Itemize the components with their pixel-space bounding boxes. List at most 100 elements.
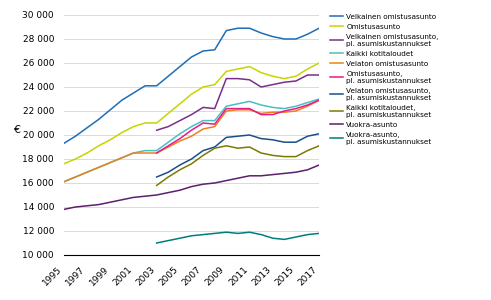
Vuokra-asunto,
pl. asumiskustannukset <box>200 233 206 236</box>
Line: Kaikki kotitaloudet: Kaikki kotitaloudet <box>64 99 319 182</box>
Velkainen omistusasunto <box>119 98 125 102</box>
Velkainen omistusasunto <box>131 91 136 95</box>
Vuokra-asunto <box>235 176 241 180</box>
Velkainen omistusasunto <box>200 49 206 53</box>
Velkainen omistusasunto <box>142 84 148 88</box>
Kaikki kotitaloudet <box>131 151 136 155</box>
Kaikki kotitaloudet,
pl. asumiskustannukset <box>293 155 299 158</box>
Vuokra-asunto,
pl. asumiskustannukset <box>177 236 183 240</box>
Kaikki kotitaloudet,
pl. asumiskustannukset <box>212 146 218 150</box>
Velaton omistusasunto <box>270 110 275 114</box>
Line: Velkainen omistusasunto: Velkainen omistusasunto <box>64 28 319 143</box>
Velaton omistusasunto <box>235 108 241 112</box>
Velkainen omistusasunto <box>177 65 183 68</box>
Omistusasunto <box>281 77 287 80</box>
Velkainen omistusasunto <box>73 134 79 138</box>
Velkainen omistusasunto,
pl. asumiskustannukset <box>165 125 171 128</box>
Vuokra-asunto,
pl. asumiskustannukset <box>316 232 322 235</box>
Velaton omistusasunto <box>96 166 102 169</box>
Kaikki kotitaloudet,
pl. asumiskustannukset <box>200 154 206 157</box>
Kaikki kotitaloudet <box>177 132 183 136</box>
Omistusasunto,
pl. asumiskustannukset <box>154 151 160 155</box>
Kaikki kotitaloudet <box>270 106 275 109</box>
Velaton omistusasunto <box>131 151 136 155</box>
Velkainen omistusasunto <box>212 48 218 52</box>
Omistusasunto <box>119 131 125 134</box>
Velaton omistusasunto <box>108 161 113 164</box>
Kaikki kotitaloudet <box>293 104 299 108</box>
Omistusasunto,
pl. asumiskustannukset <box>270 113 275 116</box>
Omistusasunto <box>270 74 275 78</box>
Kaikki kotitaloudet <box>189 125 194 128</box>
Velaton omistusasunto <box>293 109 299 113</box>
Kaikki kotitaloudet,
pl. asumiskustannukset <box>165 175 171 179</box>
Kaikki kotitaloudet,
pl. asumiskustannukset <box>270 154 275 157</box>
Velaton omistusasunto,
pl. asumiskustannukset <box>165 170 171 174</box>
Velaton omistusasunto <box>73 175 79 179</box>
Vuokra-asunto,
pl. asumiskustannukset <box>293 235 299 239</box>
Vuokra-asunto <box>200 182 206 186</box>
Velaton omistusasunto <box>246 108 252 112</box>
Velaton omistusasunto <box>200 127 206 131</box>
Vuokra-asunto <box>142 194 148 198</box>
Velaton omistusasunto <box>212 125 218 128</box>
Velkainen omistusasunto,
pl. asumiskustannukset <box>212 107 218 110</box>
Velaton omistusasunto <box>189 134 194 138</box>
Kaikki kotitaloudet,
pl. asumiskustannukset <box>177 168 183 172</box>
Omistusasunto <box>304 67 310 71</box>
Line: Vuokra-asunto: Vuokra-asunto <box>64 165 319 209</box>
Omistusasunto <box>189 92 194 96</box>
Velkainen omistusasunto <box>281 37 287 41</box>
Legend: Velkainen omistusasunto, Omistusasunto, Velkainen omistusasunto,
pl. asumiskusta: Velkainen omistusasunto, Omistusasunto, … <box>330 14 438 145</box>
Vuokra-asunto,
pl. asumiskustannukset <box>270 236 275 240</box>
Omistusasunto <box>61 162 67 166</box>
Velkainen omistusasunto <box>189 55 194 59</box>
Vuokra-asunto,
pl. asumiskustannukset <box>154 241 160 245</box>
Kaikki kotitaloudet <box>200 119 206 122</box>
Kaikki kotitaloudet <box>235 102 241 106</box>
Kaikki kotitaloudet,
pl. asumiskustannukset <box>235 146 241 150</box>
Kaikki kotitaloudet <box>223 104 229 108</box>
Vuokra-asunto <box>165 191 171 194</box>
Kaikki kotitaloudet,
pl. asumiskustannukset <box>281 155 287 158</box>
Vuokra-asunto <box>131 196 136 199</box>
Kaikki kotitaloudet,
pl. asumiskustannukset <box>154 184 160 187</box>
Line: Omistusasunto: Omistusasunto <box>64 63 319 164</box>
Omistusasunto,
pl. asumiskustannukset <box>246 107 252 110</box>
Velkainen omistusasunto,
pl. asumiskustannukset <box>200 106 206 109</box>
Kaikki kotitaloudet <box>281 107 287 110</box>
Velaton omistusasunto,
pl. asumiskustannukset <box>235 134 241 138</box>
Velaton omistusasunto <box>165 145 171 149</box>
Velkainen omistusasunto <box>235 26 241 30</box>
Kaikki kotitaloudet <box>108 161 113 164</box>
Kaikki kotitaloudet,
pl. asumiskustannukset <box>189 162 194 166</box>
Velkainen omistusasunto <box>293 37 299 41</box>
Vuokra-asunto <box>223 179 229 182</box>
Vuokra-asunto <box>154 193 160 197</box>
Kaikki kotitaloudet <box>154 149 160 152</box>
Velkainen omistusasunto <box>258 31 264 35</box>
Vuokra-asunto <box>108 200 113 204</box>
Velaton omistusasunto,
pl. asumiskustannukset <box>212 145 218 149</box>
Velaton omistusasunto,
pl. asumiskustannukset <box>189 157 194 161</box>
Kaikki kotitaloudet <box>304 101 310 104</box>
Line: Velkainen omistusasunto,
pl. asumiskustannukset: Velkainen omistusasunto, pl. asumiskusta… <box>157 75 319 130</box>
Velaton omistusasunto,
pl. asumiskustannukset <box>200 149 206 152</box>
Velkainen omistusasunto,
pl. asumiskustannukset <box>281 80 287 84</box>
Velaton omistusasunto <box>84 170 90 174</box>
Velkainen omistusasunto,
pl. asumiskustannukset <box>189 113 194 116</box>
Vuokra-asunto,
pl. asumiskustannukset <box>165 239 171 242</box>
Omistusasunto <box>131 125 136 128</box>
Omistusasunto <box>212 83 218 86</box>
Kaikki kotitaloudet <box>165 140 171 144</box>
Vuokra-asunto <box>119 198 125 202</box>
Omistusasunto,
pl. asumiskustannukset <box>212 122 218 126</box>
Kaikki kotitaloudet,
pl. asumiskustannukset <box>258 151 264 155</box>
Velaton omistusasunto,
pl. asumiskustannukset <box>316 132 322 136</box>
Velkainen omistusasunto,
pl. asumiskustannukset <box>235 77 241 80</box>
Vuokra-asunto <box>189 185 194 188</box>
Vuokra-asunto <box>316 163 322 167</box>
Velkainen omistusasunto,
pl. asumiskustannukset <box>258 85 264 89</box>
Omistusasunto <box>142 121 148 125</box>
Vuokra-asunto <box>96 203 102 206</box>
